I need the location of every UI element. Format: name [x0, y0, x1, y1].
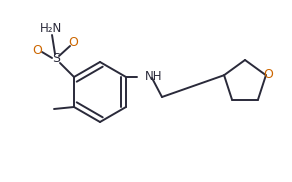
Text: O: O — [263, 68, 273, 81]
Text: O: O — [68, 37, 78, 50]
Text: O: O — [32, 45, 42, 58]
Text: H₂N: H₂N — [40, 23, 62, 35]
Text: NH: NH — [145, 70, 162, 84]
Text: S: S — [52, 52, 60, 66]
